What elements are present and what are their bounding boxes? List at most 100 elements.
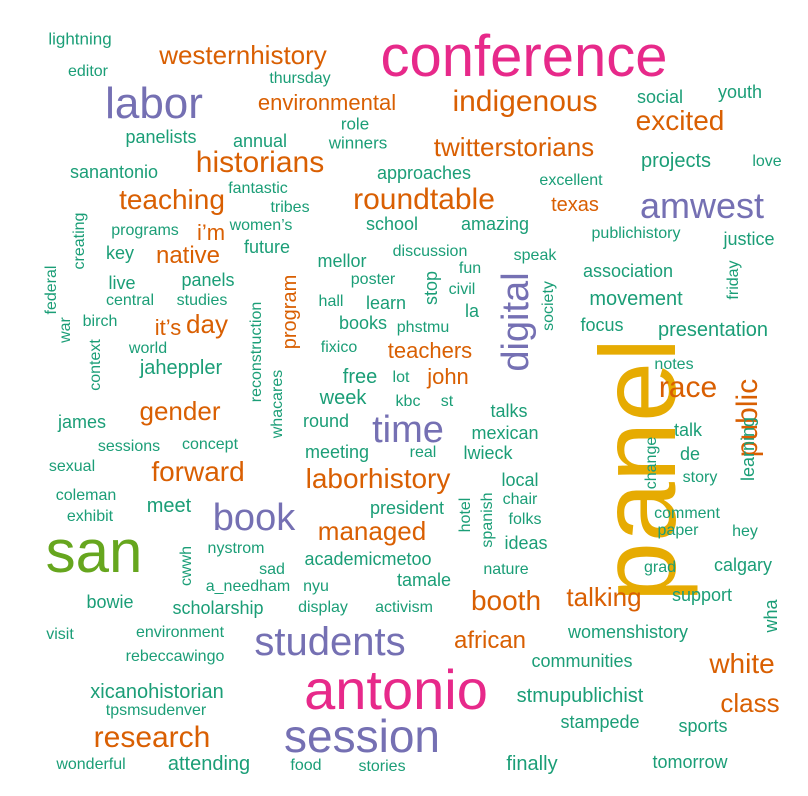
word-excited: excited xyxy=(635,105,725,136)
word-books: books xyxy=(338,313,388,333)
word-live: live xyxy=(108,273,136,293)
word-nyu: nyu xyxy=(303,578,329,595)
word-presentation: presentation xyxy=(657,319,769,341)
word-st: st xyxy=(440,393,454,410)
word-ideas: ideas xyxy=(504,533,548,553)
word-book: book xyxy=(212,497,296,539)
word-context: context xyxy=(87,339,104,391)
word-notes: notes xyxy=(654,356,694,373)
word-environmental: environmental xyxy=(257,90,397,115)
word-spanish: spanish xyxy=(479,492,496,548)
word-mellor: mellor xyxy=(317,251,367,271)
word-movement: movement xyxy=(589,288,683,310)
word-twitterstorians: twitterstorians xyxy=(433,132,595,162)
word-hall: hall xyxy=(318,293,344,310)
word-fixico: fixico xyxy=(320,339,358,356)
word-kbc: kbc xyxy=(395,393,421,410)
word-meeting: meeting xyxy=(304,442,370,462)
word-students: students xyxy=(254,620,406,664)
word-la: la xyxy=(464,301,480,321)
word-youth: youth xyxy=(717,82,763,102)
word-john: john xyxy=(427,364,469,389)
word-bowie: bowie xyxy=(86,592,134,612)
word-finally: finally xyxy=(506,753,558,775)
word-exhibit: exhibit xyxy=(66,508,114,525)
word-scholarship: scholarship xyxy=(172,598,264,618)
word-roundtable: roundtable xyxy=(353,183,495,216)
word-lwieck: lwieck xyxy=(463,443,513,463)
word-tomorrow: tomorrow xyxy=(652,752,728,772)
word-free: free xyxy=(342,366,378,388)
word-african: african xyxy=(453,627,527,654)
word-communities: communities xyxy=(531,651,633,671)
word-fantastic: fantastic xyxy=(228,180,288,197)
word-panelists: panelists xyxy=(125,127,197,147)
word-discussion: discussion xyxy=(392,243,468,260)
word-talk: talk xyxy=(673,420,703,440)
word-teaching: teaching xyxy=(119,184,225,215)
word-war: war xyxy=(57,317,74,343)
word-speak: speak xyxy=(513,247,557,264)
word-week: week xyxy=(319,387,367,409)
word-sexual: sexual xyxy=(48,458,96,475)
word-love: love xyxy=(752,153,782,170)
word-president: president xyxy=(369,498,445,518)
word-wonderful: wonderful xyxy=(56,756,126,773)
word-gender: gender xyxy=(139,396,221,426)
word-justice: justice xyxy=(723,229,775,249)
word-studies: studies xyxy=(176,292,228,309)
word-future: future xyxy=(243,237,291,257)
word-nystrom: nystrom xyxy=(207,540,265,557)
word-story: story xyxy=(682,469,718,486)
word-tribes: tribes xyxy=(270,199,310,216)
word-amazing: amazing xyxy=(460,214,530,234)
word-activism: activism xyxy=(375,599,433,616)
word-academicmetoo: academicmetoo xyxy=(304,549,432,569)
word-grad: grad xyxy=(643,559,677,576)
word-birch: birch xyxy=(82,313,118,330)
word-stampede: stampede xyxy=(560,712,640,732)
word-social: social xyxy=(636,87,684,107)
word-projects: projects xyxy=(640,150,712,172)
word-paper: paper xyxy=(657,522,699,539)
word-session: session xyxy=(284,710,440,762)
word-friday: friday xyxy=(725,260,742,300)
word-focus: focus xyxy=(580,315,624,335)
word-talking: talking xyxy=(566,582,642,612)
word-digital: digital xyxy=(495,272,537,372)
word-mexican: mexican xyxy=(471,423,539,443)
word-lot: lot xyxy=(392,369,410,386)
word-indigenous: indigenous xyxy=(452,85,598,118)
word-real: real xyxy=(409,444,437,461)
word-research: research xyxy=(93,721,211,754)
word-society: society xyxy=(540,281,557,331)
word-hey: hey xyxy=(732,523,758,540)
word-support: support xyxy=(671,585,733,605)
word-sessions: sessions xyxy=(97,438,161,455)
word-concept: concept xyxy=(181,436,239,453)
word-whacares: whacares xyxy=(269,369,286,439)
word-comment: comment xyxy=(654,505,720,522)
word-fun: fun xyxy=(458,260,482,277)
word-central: central xyxy=(105,292,155,309)
word-james: james xyxy=(57,412,107,432)
word-westernhistory: westernhistory xyxy=(159,40,327,70)
word-sports: sports xyxy=(678,716,728,736)
word-rebeccawingo: rebeccawingo xyxy=(125,648,225,665)
word-phstmu: phstmu xyxy=(396,319,450,336)
word-cwwh: cwwh xyxy=(178,545,195,587)
word-food: food xyxy=(290,757,322,774)
word-day: day xyxy=(186,309,228,339)
word-programs: programs xyxy=(111,222,179,239)
word-historians: historians xyxy=(195,146,325,179)
word-i-m: i’m xyxy=(196,220,226,245)
word-key: key xyxy=(105,243,135,263)
word-forward: forward xyxy=(151,456,245,487)
word-wha: wha xyxy=(761,599,781,633)
word-program: program xyxy=(279,274,301,350)
word-coleman: coleman xyxy=(55,487,117,504)
word-hotel: hotel xyxy=(457,497,474,533)
word-calgary: calgary xyxy=(713,555,773,575)
word-antonio: antonio xyxy=(304,658,488,721)
word-it-s: it’s xyxy=(154,315,182,340)
